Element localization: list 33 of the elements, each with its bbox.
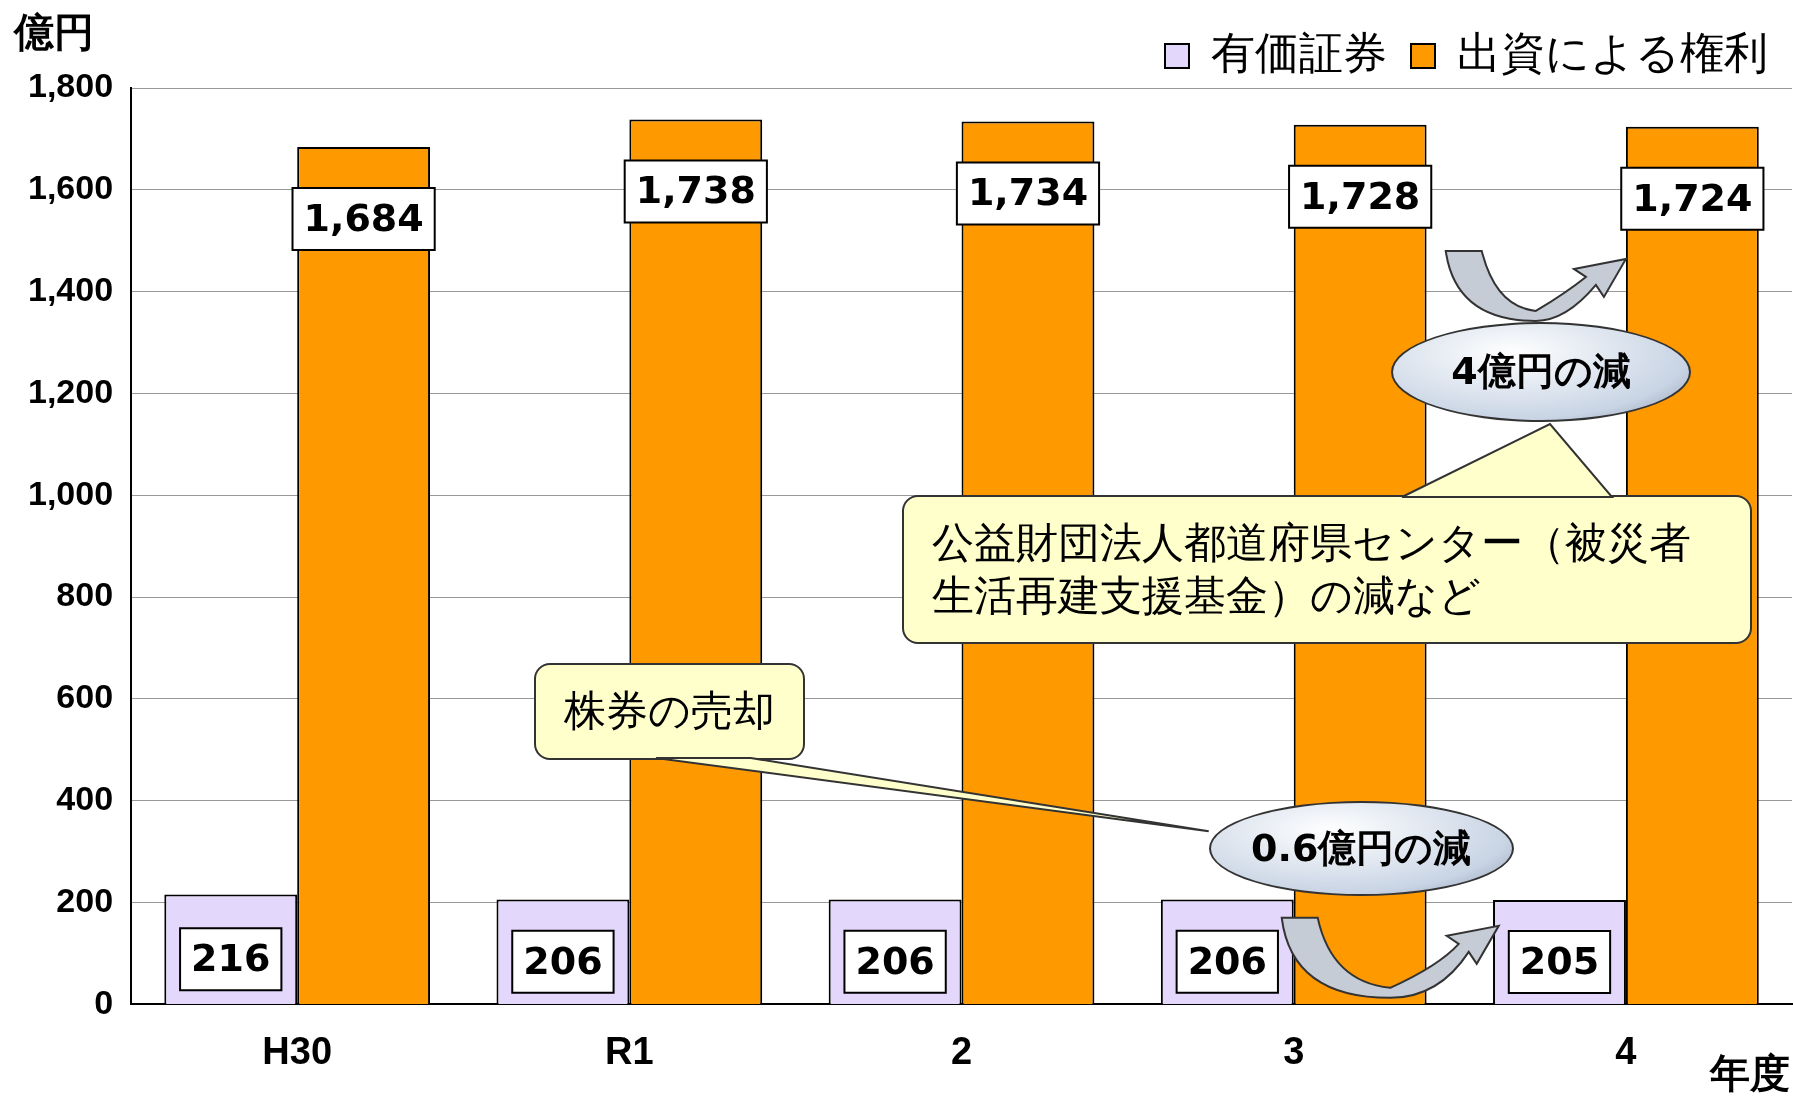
y-tick-label: 400 — [56, 779, 114, 818]
data-label: 1,734 — [967, 170, 1089, 215]
y-tick-label: 1,400 — [27, 270, 114, 309]
y-tick-label: 1,200 — [27, 371, 114, 410]
annotation: 4億円の減 — [1390, 322, 1691, 423]
data-label: 1,684 — [303, 195, 424, 240]
y-tick-label: 1,800 — [27, 66, 114, 105]
data-label: 205 — [1519, 938, 1600, 983]
y-tick-label: 1,000 — [27, 473, 114, 512]
data-label: 216 — [191, 936, 271, 981]
x-tick-label: R1 — [605, 1029, 654, 1072]
x-tick-label: 2 — [950, 1029, 973, 1072]
x-tick-label: 3 — [1283, 1029, 1305, 1072]
y-tick-label: 600 — [56, 677, 114, 716]
annotation: 0.6億円の減 — [1208, 800, 1514, 896]
data-label: 206 — [523, 938, 603, 983]
data-label: 1,724 — [1632, 175, 1753, 220]
data-label: 206 — [855, 938, 935, 983]
y-axis-title: 億円 — [12, 9, 94, 56]
x-tick-label: 4 — [1615, 1029, 1637, 1072]
y-tick-label: 800 — [56, 575, 114, 614]
data-label: 206 — [1187, 938, 1267, 983]
annotation: 公益財団法人都道府県センター（被災者生活再建支援基金）の減など — [901, 495, 1752, 645]
x-axis-title: 年度 — [1709, 1050, 1790, 1097]
y-tick-label: 1,600 — [27, 168, 114, 207]
y-tick-label: 0 — [94, 982, 114, 1021]
legend-label: 出資による権利 — [1457, 28, 1768, 78]
legend-label: 有価証券 — [1211, 28, 1387, 78]
x-tick-label: H30 — [262, 1029, 333, 1072]
annotation: 株券の売却 — [534, 663, 806, 760]
data-label: 1,738 — [635, 168, 756, 213]
data-label: 1,728 — [1300, 173, 1421, 218]
y-tick-label: 200 — [56, 880, 114, 919]
